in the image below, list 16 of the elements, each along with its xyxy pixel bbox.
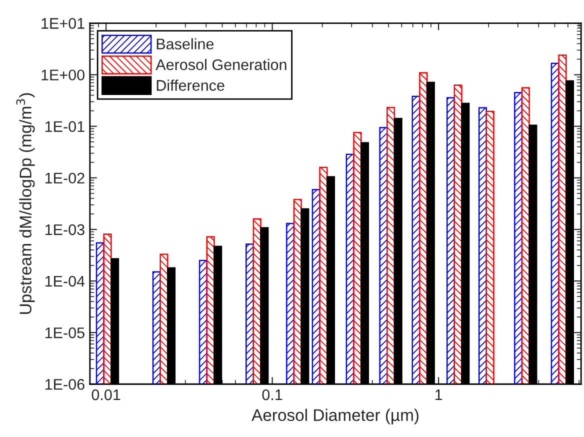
y-tick-label: 1E-05 bbox=[45, 327, 84, 338]
y-tick-label: 1E+01 bbox=[42, 18, 84, 29]
y-tick-label: 1E-03 bbox=[45, 224, 84, 236]
x-tick-label: 0.01 bbox=[92, 389, 120, 400]
y-tick-label: 1E-01 bbox=[45, 121, 84, 132]
y-axis-title: Upstream dM/dlogDp (mg/m$^{3}$) bbox=[16, 93, 35, 314]
x-tick-label: 0.1 bbox=[262, 389, 282, 400]
legend-label: Aerosol Generation bbox=[156, 58, 286, 70]
legend-label: Baseline bbox=[156, 38, 214, 50]
y-tick-label: 1E-02 bbox=[45, 172, 84, 184]
y-tick-label: 1E+00 bbox=[42, 70, 84, 80]
x-tick-label: 1 bbox=[435, 390, 442, 400]
y-tick-label: 1E-06 bbox=[45, 378, 84, 390]
y-tick-label: 1E-04 bbox=[45, 276, 85, 287]
legend-label: Difference bbox=[156, 80, 224, 91]
x-axis-title: Aerosol Diameter (µm) bbox=[252, 408, 418, 424]
